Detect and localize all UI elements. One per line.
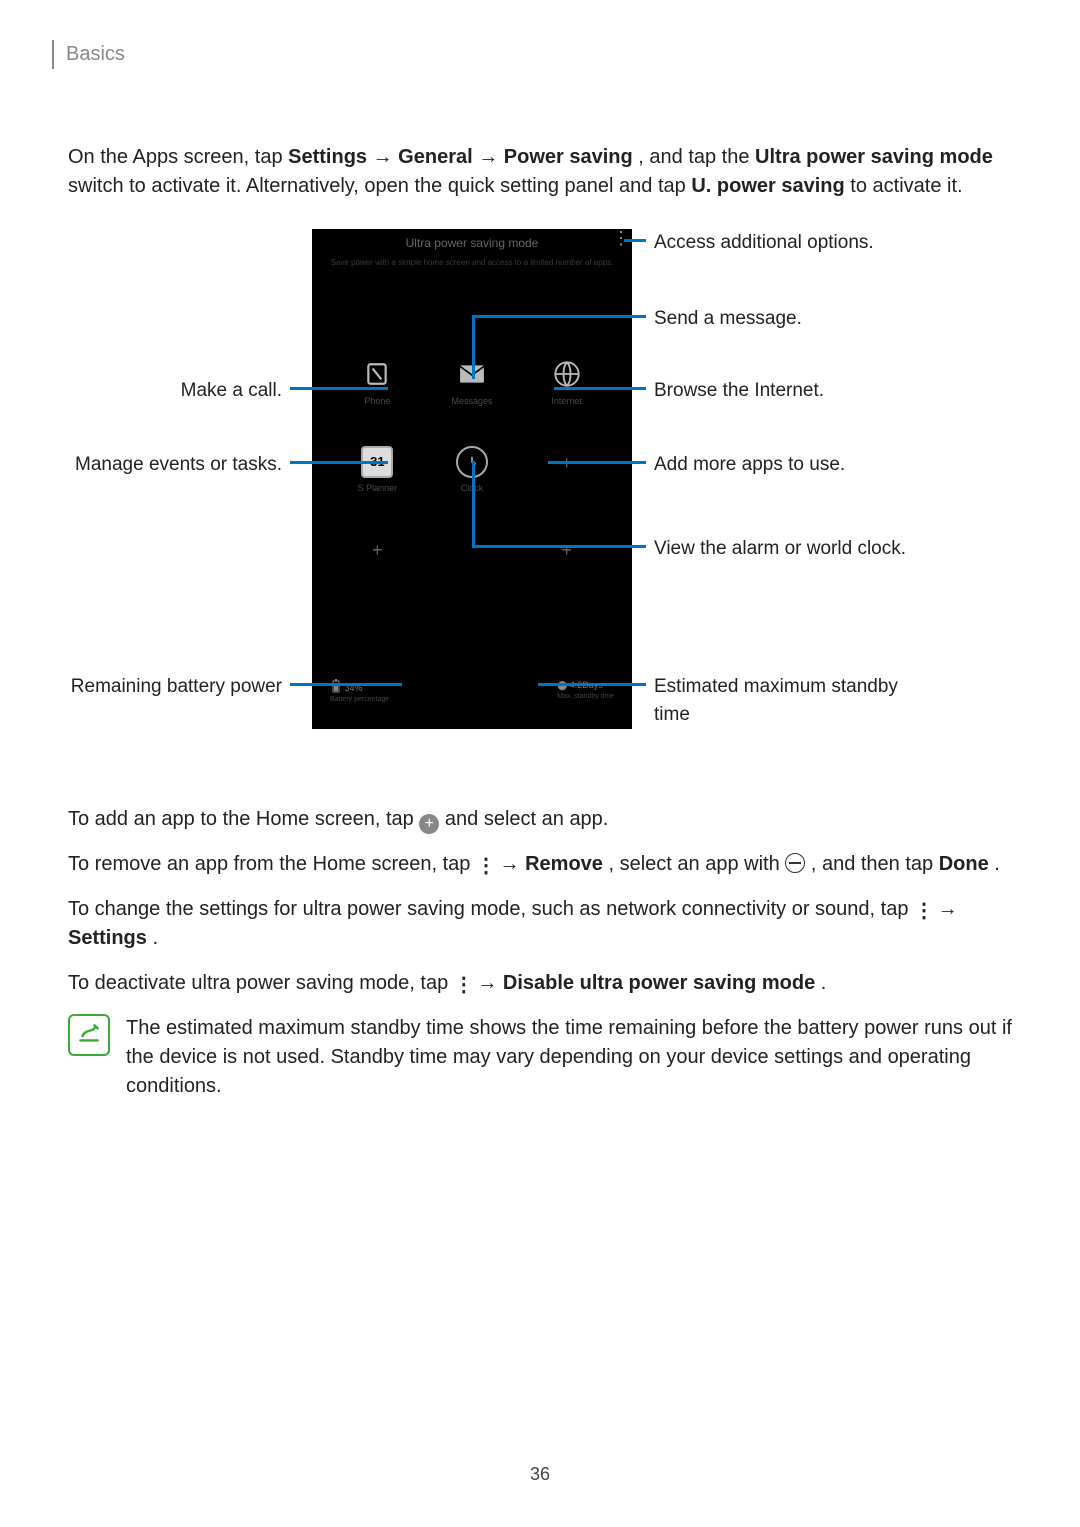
arrow: →: [500, 853, 526, 875]
note-block: The estimated maximum standby time shows…: [68, 1014, 1012, 1101]
phone-subtitle: Save power with a simple home screen and…: [320, 257, 624, 269]
section-header: Basics: [52, 40, 1012, 69]
app-splanner[interactable]: 31 S Planner: [342, 446, 412, 495]
bold-powersaving: Power saving: [504, 146, 633, 168]
para-remove-app: To remove an app from the Home screen, t…: [68, 850, 1012, 879]
text: and select an app.: [445, 808, 608, 830]
app-internet[interactable]: Internet: [532, 357, 602, 408]
bold-disable: Disable ultra power saving mode: [503, 972, 815, 994]
ann-browse: Browse the Internet.: [654, 377, 884, 405]
text: , and tap the: [638, 146, 755, 168]
text: , and then tap: [811, 853, 939, 875]
arrow: →: [938, 898, 958, 920]
text: .: [821, 972, 827, 994]
text: .: [152, 927, 158, 949]
note-icon: [68, 1014, 110, 1056]
ann-message: Send a message.: [654, 305, 884, 333]
more-dots-icon: ⋮: [476, 862, 494, 870]
ann-options: Access additional options.: [654, 229, 884, 257]
bold-settings: Settings: [288, 146, 367, 168]
annotated-diagram: Ultra power saving mode ⋮ Save power wit…: [68, 229, 1012, 769]
text: To deactivate ultra power saving mode, t…: [68, 972, 454, 994]
app-label: Internet: [532, 395, 602, 408]
text: to activate it.: [850, 175, 962, 197]
plus-icon: +: [550, 533, 584, 567]
minus-circle-icon: [785, 853, 805, 873]
bold-remove: Remove: [525, 853, 603, 875]
app-add-1[interactable]: +: [532, 446, 602, 495]
page: Basics On the Apps screen, tap Settings …: [0, 0, 1080, 1527]
app-add-2[interactable]: +: [342, 533, 412, 571]
note-text: The estimated maximum standby time shows…: [126, 1014, 1012, 1101]
intro-paragraph: On the Apps screen, tap Settings → Gener…: [68, 143, 1012, 201]
text: .: [994, 853, 1000, 875]
text: switch to activate it. Alternatively, op…: [68, 175, 691, 197]
text: To add an app to the Home screen, tap: [68, 808, 419, 830]
app-label: Messages: [437, 395, 507, 408]
phone-icon: [360, 357, 394, 391]
text: To remove an app from the Home screen, t…: [68, 853, 476, 875]
plus-circle-icon: +: [419, 814, 439, 834]
arrow: →: [478, 146, 504, 168]
page-number: 36: [0, 1461, 1080, 1487]
bold-done: Done: [939, 853, 989, 875]
arrow: →: [373, 146, 399, 168]
para-deactivate: To deactivate ultra power saving mode, t…: [68, 969, 1012, 998]
ann-alarm: View the alarm or world clock.: [654, 535, 914, 563]
internet-icon: [550, 357, 584, 391]
bold-upsm: Ultra power saving mode: [755, 146, 993, 168]
arrow: →: [477, 972, 503, 994]
ann-events: Manage events or tasks.: [52, 451, 282, 479]
app-phone[interactable]: Phone: [342, 357, 412, 408]
bold-general: General: [398, 146, 472, 168]
standby-label: Max. standby time: [557, 692, 614, 702]
more-dots-icon: ⋮: [914, 907, 932, 915]
para-add-app: To add an app to the Home screen, tap + …: [68, 805, 1012, 834]
plus-icon: +: [360, 533, 394, 567]
text: , select an app with: [608, 853, 785, 875]
text: On the Apps screen, tap: [68, 146, 288, 168]
bold-upower: U. power saving: [691, 175, 844, 197]
battery-label: Battery percentage: [330, 695, 389, 705]
phone-title: Ultra power saving mode: [312, 235, 632, 252]
ann-call: Make a call.: [52, 377, 282, 405]
ann-addapps: Add more apps to use.: [654, 451, 884, 479]
app-add-4[interactable]: +: [532, 533, 602, 571]
ann-estimated: Estimated maximum standby time: [654, 673, 914, 728]
app-label: S Planner: [342, 482, 412, 495]
more-options-icon[interactable]: ⋮: [612, 235, 624, 255]
text: To change the settings for ultra power s…: [68, 898, 914, 920]
more-dots-icon: ⋮: [454, 981, 472, 989]
ann-remaining: Remaining battery power: [52, 673, 282, 701]
bold-settings: Settings: [68, 927, 147, 949]
para-change-settings: To change the settings for ultra power s…: [68, 895, 1012, 953]
app-label: Phone: [342, 395, 412, 408]
